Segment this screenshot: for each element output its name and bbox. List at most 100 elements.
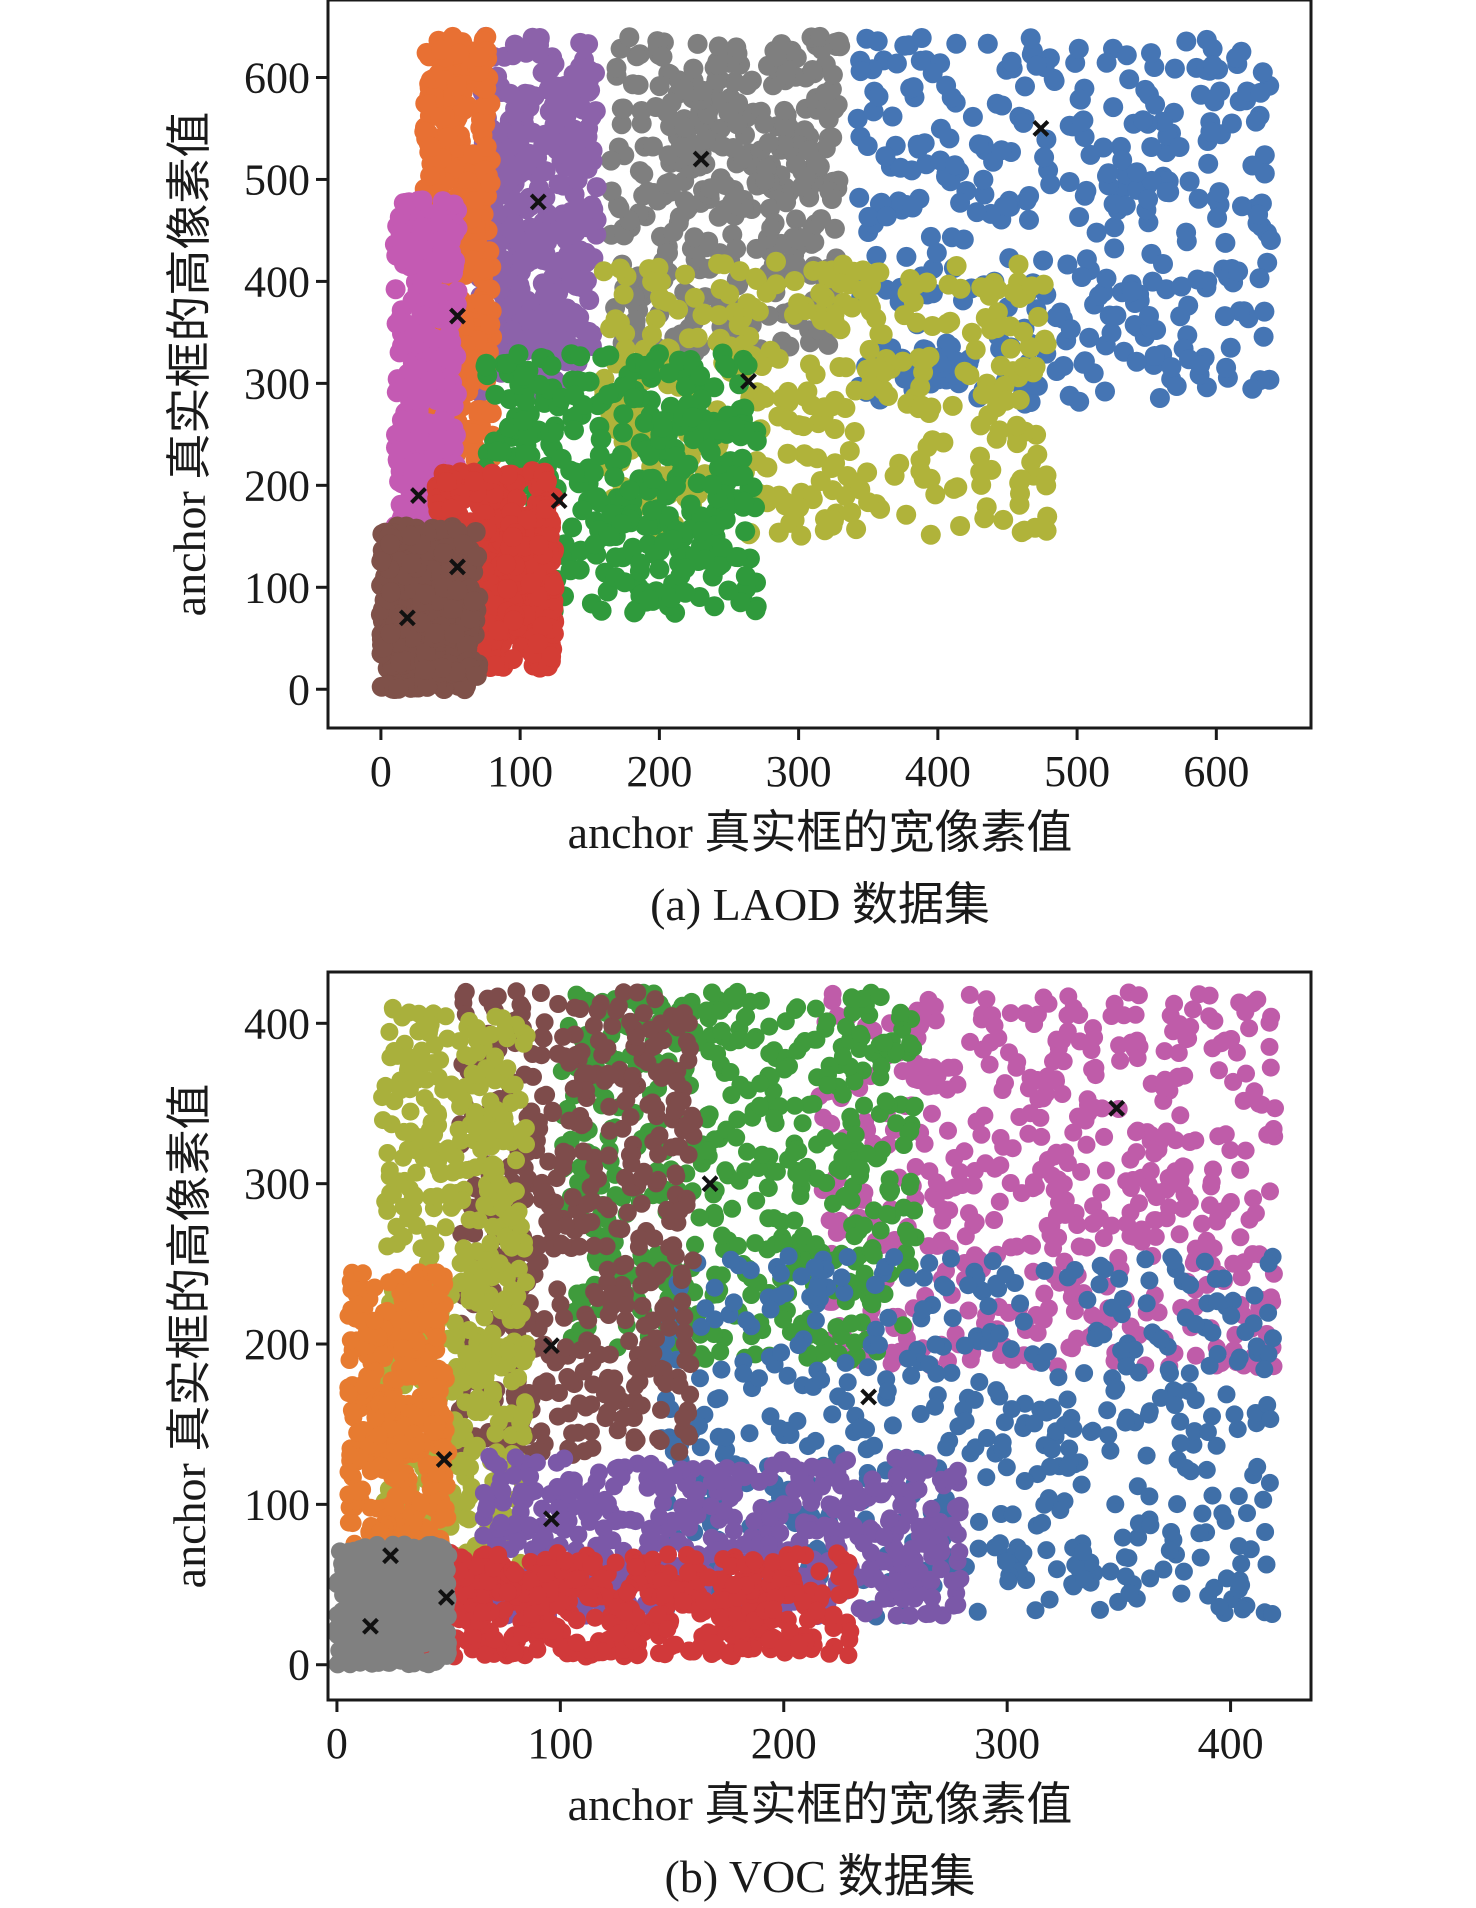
scatter-point bbox=[986, 318, 1007, 339]
scatter-point bbox=[1007, 1058, 1026, 1077]
scatter-point bbox=[727, 1128, 746, 1147]
scatter-point bbox=[684, 227, 705, 248]
scatter-point bbox=[513, 366, 534, 386]
scatter-point bbox=[1179, 171, 1200, 192]
scatter-point bbox=[380, 582, 401, 603]
scatter-point bbox=[1231, 1228, 1250, 1247]
scatter-point bbox=[713, 1226, 732, 1245]
scatter-point bbox=[1025, 1015, 1044, 1033]
scatter-point bbox=[953, 229, 974, 250]
scatter-point bbox=[977, 33, 998, 54]
scatter-point bbox=[862, 357, 883, 378]
scatter-point bbox=[391, 410, 412, 431]
scatter-point bbox=[500, 168, 521, 189]
y-tick-label: 0 bbox=[288, 665, 310, 714]
scatter-point bbox=[1261, 1410, 1280, 1429]
scatter-point bbox=[975, 1106, 994, 1125]
scatter-point bbox=[939, 128, 960, 149]
scatter-point bbox=[1164, 58, 1185, 79]
scatter-point bbox=[805, 364, 826, 385]
scatter-point bbox=[1086, 1066, 1105, 1085]
scatter-point bbox=[1139, 306, 1159, 326]
scatter-point bbox=[1101, 1562, 1120, 1581]
y-tick-label: 100 bbox=[244, 563, 310, 612]
scatter-point bbox=[740, 1424, 759, 1443]
scatter-point bbox=[738, 1142, 756, 1161]
scatter-point bbox=[1098, 163, 1119, 184]
scatter-point bbox=[926, 242, 947, 263]
scatter-point bbox=[1060, 1439, 1079, 1458]
scatter-point bbox=[1228, 1352, 1247, 1371]
scatter-point bbox=[1000, 338, 1021, 359]
scatter-point bbox=[723, 1199, 742, 1218]
scatter-point bbox=[1242, 378, 1263, 399]
scatter-point bbox=[687, 33, 708, 54]
scatter-point bbox=[833, 1085, 852, 1104]
scatter-point bbox=[1120, 1584, 1139, 1603]
scatter-point bbox=[657, 102, 678, 123]
scatter-point bbox=[945, 1178, 963, 1197]
scatter-point bbox=[1222, 1306, 1241, 1325]
scatter-point bbox=[1260, 1037, 1279, 1056]
scatter-point bbox=[1216, 357, 1237, 378]
scatter-point bbox=[520, 573, 541, 594]
scatter-point bbox=[915, 1134, 934, 1153]
scatter-point bbox=[844, 422, 865, 442]
scatter-point bbox=[969, 1539, 988, 1558]
scatter-point bbox=[619, 480, 640, 501]
scatter-point bbox=[401, 553, 422, 574]
x-tick-label: 600 bbox=[1183, 747, 1249, 796]
scatter-point bbox=[1200, 1356, 1219, 1375]
scatter-point bbox=[703, 983, 721, 1002]
scatter-point bbox=[1126, 1005, 1145, 1024]
scatter-point bbox=[1035, 1261, 1054, 1280]
scatter-point bbox=[1140, 1405, 1158, 1424]
scatter-point bbox=[1040, 1590, 1059, 1609]
scatter-point bbox=[1020, 28, 1041, 49]
scatter-point bbox=[1262, 1007, 1281, 1026]
scatter-point bbox=[962, 106, 983, 127]
scatter-point bbox=[398, 377, 419, 398]
scatter-point bbox=[1231, 1160, 1250, 1179]
scatter-point bbox=[613, 284, 634, 305]
scatter-point bbox=[993, 1433, 1012, 1452]
scatter-point bbox=[599, 526, 620, 547]
scatter-point bbox=[820, 1211, 839, 1230]
scatter-point bbox=[415, 584, 436, 605]
scatter-point bbox=[430, 107, 451, 127]
scatter-point bbox=[1141, 1162, 1160, 1180]
scatter-point bbox=[905, 1096, 924, 1115]
scatter-point bbox=[911, 28, 932, 48]
scatter-point bbox=[885, 1248, 904, 1267]
scatter-point bbox=[1259, 1303, 1278, 1322]
scatter-point bbox=[1036, 465, 1057, 486]
scatter-point bbox=[1168, 1495, 1187, 1514]
scatter-point bbox=[956, 1227, 975, 1246]
scatter-point bbox=[1206, 1269, 1225, 1288]
scatter-point bbox=[611, 98, 632, 119]
scatter-point bbox=[839, 441, 860, 461]
scatter-point bbox=[654, 532, 675, 553]
scatter-point bbox=[1215, 232, 1236, 253]
scatter-point bbox=[1111, 1051, 1130, 1070]
scatter-point bbox=[824, 419, 845, 439]
scatter-point bbox=[657, 291, 678, 312]
scatter-point bbox=[1043, 1440, 1061, 1459]
scatter-point bbox=[390, 652, 411, 673]
scatter-point bbox=[816, 1128, 835, 1147]
scatter-point bbox=[1250, 82, 1271, 103]
scatter-point bbox=[811, 209, 832, 230]
scatter-point bbox=[539, 78, 560, 99]
scatter-point bbox=[1212, 1034, 1231, 1053]
scatter-point bbox=[1058, 1268, 1077, 1287]
scatter-point bbox=[754, 113, 775, 134]
scatter-point bbox=[1077, 1135, 1096, 1154]
scatter-point bbox=[1092, 1183, 1111, 1202]
scatter-point bbox=[1176, 31, 1197, 52]
scatter-point bbox=[990, 355, 1011, 376]
scatter-point bbox=[858, 1358, 877, 1377]
y-tick-label: 300 bbox=[244, 359, 310, 408]
scatter-point bbox=[1137, 1446, 1156, 1465]
scatter-point bbox=[412, 217, 432, 238]
